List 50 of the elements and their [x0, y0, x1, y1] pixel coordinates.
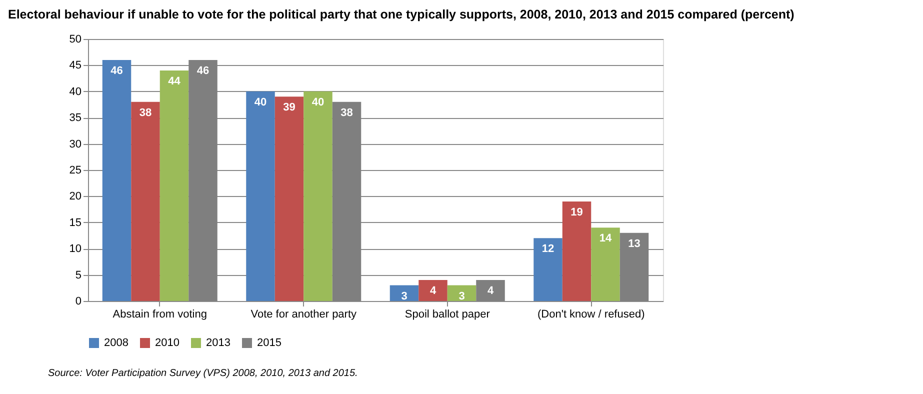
- bar: [447, 285, 476, 301]
- data-label: 19: [570, 206, 583, 218]
- legend-label: 2010: [155, 337, 180, 349]
- legend-label: 2013: [206, 337, 230, 349]
- bar: [476, 280, 505, 301]
- data-label: 39: [283, 102, 296, 114]
- bar: [274, 96, 304, 301]
- data-label: 4: [487, 285, 494, 298]
- bar: [160, 70, 189, 301]
- y-tick-label: 35: [69, 112, 82, 124]
- y-tick-label: 10: [69, 243, 82, 256]
- bar: [304, 91, 332, 301]
- x-tick-label: Vote for another party: [250, 308, 358, 320]
- y-tick-label: 15: [69, 216, 82, 229]
- bar: [534, 238, 562, 301]
- bar: [102, 60, 132, 301]
- data-label: 46: [110, 64, 123, 77]
- legend-label: 2008: [104, 337, 128, 349]
- y-tick-label: 20: [69, 190, 82, 203]
- y-tick-label: 25: [69, 164, 82, 176]
- data-label: 13: [628, 238, 640, 250]
- data-label: 3: [458, 290, 465, 302]
- y-tick-label: 40: [69, 86, 82, 98]
- data-label: 3: [401, 290, 408, 302]
- bar: [562, 201, 592, 301]
- source-note: Source: Voter Participation Survey (VPS) 2008, 2010, 2013 and 2015.: [48, 368, 358, 379]
- data-label: 46: [196, 64, 210, 77]
- data-label: 14: [599, 232, 612, 245]
- y-tick-label: 0: [75, 296, 82, 308]
- legend-label: 2015: [257, 337, 282, 349]
- bar: [418, 280, 448, 301]
- y-tick-label: 30: [69, 138, 82, 150]
- data-label: 40: [254, 96, 267, 108]
- data-label: 44: [168, 75, 182, 88]
- data-label: 38: [139, 106, 152, 119]
- x-tick-label: Spoil ballot paper: [404, 308, 490, 320]
- bar: [390, 285, 419, 301]
- bar: [246, 91, 275, 301]
- y-tick-label: 50: [69, 34, 82, 46]
- bar: [131, 102, 160, 301]
- data-label: 4: [430, 285, 437, 298]
- x-tick-label: Abstain from voting: [112, 308, 207, 320]
- bar: [591, 228, 620, 301]
- y-tick-label: 45: [69, 60, 82, 72]
- data-label: 38: [340, 106, 353, 119]
- x-tick-label: (Don't know / refused): [537, 308, 645, 320]
- chart-title: Electoral behaviour if unable to vote for the political party that one typically supports, 2008, 2010, 2013 and 2015 compared (percent): [8, 8, 794, 22]
- y-tick-label: 5: [75, 269, 82, 282]
- data-label: 12: [542, 243, 554, 256]
- data-label: 40: [312, 96, 324, 108]
